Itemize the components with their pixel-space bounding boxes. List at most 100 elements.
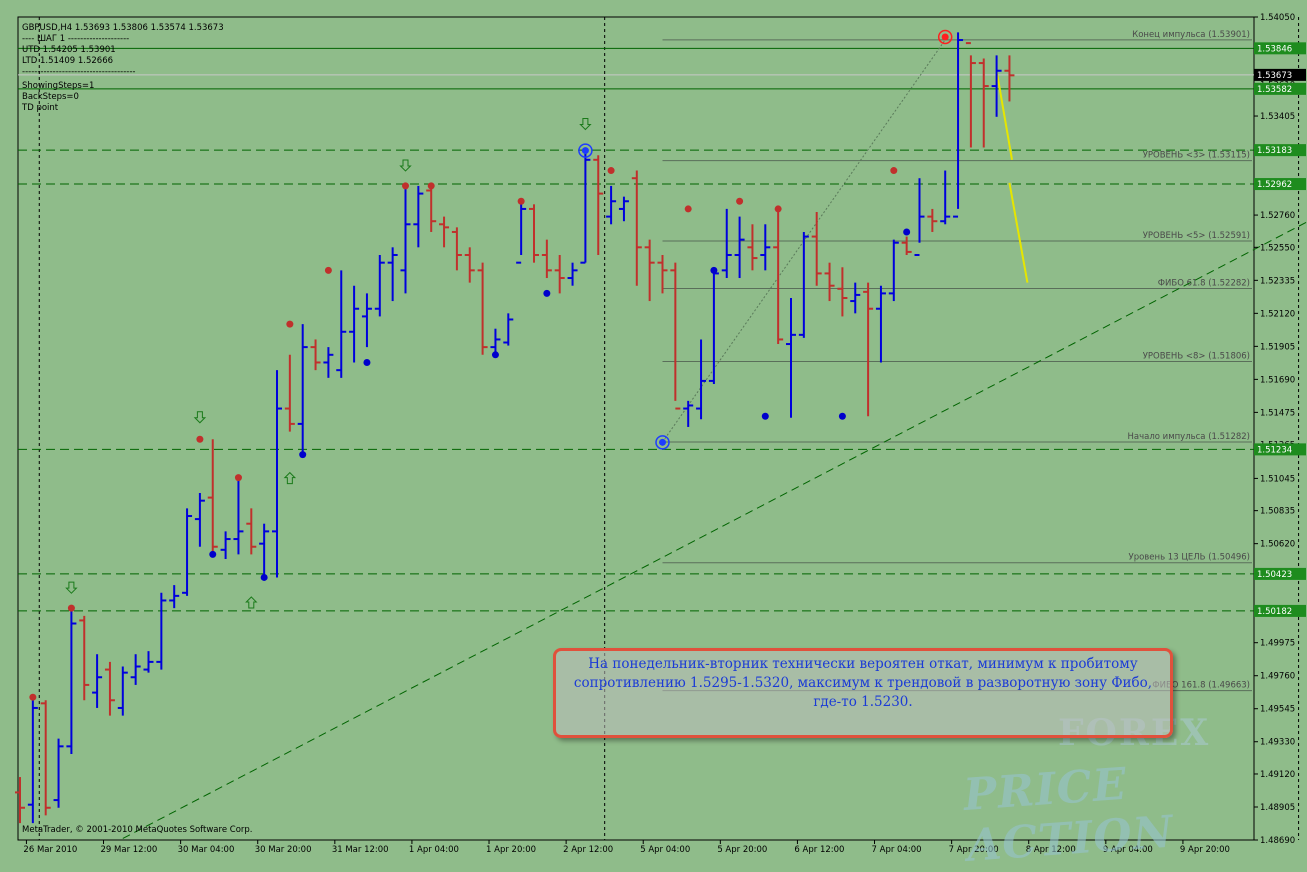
price-tag: [1254, 82, 1306, 95]
td-point: [543, 289, 551, 297]
price-tick-label: 1.49760: [1260, 672, 1295, 682]
td-point: [684, 205, 692, 213]
price-tag: [1254, 42, 1306, 55]
ohlc-bar: [361, 293, 372, 348]
time-tick-label: 31 Mar 12:00: [332, 845, 389, 855]
ohlc-bar: [683, 400, 694, 427]
ohlc-bar: [464, 247, 475, 283]
ohlc-bar: [349, 285, 360, 363]
arrow-up-icon: [245, 596, 258, 609]
price-tick-label: 1.52760: [1260, 211, 1295, 221]
price-tag-label: 1.50423: [1257, 570, 1292, 580]
td-point: [196, 435, 204, 443]
price-tag: [1254, 604, 1306, 617]
td-point: [209, 550, 217, 558]
price-tick-label: 1.50835: [1260, 507, 1295, 517]
ohlc-bar: [259, 523, 270, 578]
info-line-1: ---- ШАГ 1 --------------------: [22, 34, 129, 44]
info-line-5: ShowingSteps=1: [22, 81, 94, 91]
arrow-up-icon: [283, 471, 297, 485]
td-point: [491, 351, 499, 359]
td-point: [324, 266, 332, 274]
time-tick-label: 9 Apr 20:00: [1180, 845, 1230, 855]
td-point: [234, 474, 242, 482]
info-line-3: LTD 1.51409 1.52666: [22, 56, 113, 66]
ohlc-bar: [297, 324, 308, 455]
ohlc-bar: [888, 239, 899, 302]
price-tick-label: 1.51690: [1260, 375, 1295, 385]
ohlc-bar: [863, 282, 874, 417]
td-point: [710, 266, 718, 274]
price-tick-label: 1.53405: [1260, 112, 1295, 122]
fibo-level-label: Конец импульса (1.53901): [1132, 30, 1250, 40]
ohlc-bar: [953, 32, 964, 218]
price-tick-label: 1.50620: [1260, 540, 1295, 550]
td-point: [286, 320, 294, 328]
ohlc-bar: [721, 208, 732, 279]
ohlc-bar: [15, 777, 25, 824]
td-point: [67, 604, 75, 612]
ohlc-bar: [798, 231, 809, 338]
ohlc-bar: [246, 508, 257, 555]
td-point: [363, 358, 371, 366]
ohlc-bar: [1004, 55, 1015, 102]
fibo-level-label: УРОВЕНЬ <5> (1.52591): [1143, 231, 1250, 241]
price-tag: [1254, 443, 1306, 456]
ohlc-bar: [117, 666, 128, 716]
price-tick-label: 1.52550: [1260, 243, 1295, 253]
info-line-4: -------------------------------------: [22, 67, 135, 77]
ohlc-bar: [490, 328, 501, 355]
ohlc-bar: [593, 155, 604, 255]
symbol-header: GBPUSD,H4 1.53693 1.53806 1.53574 1.5367…: [22, 23, 224, 33]
fibo-level-label: ФИБО 161.8 (1.49663): [1152, 681, 1250, 691]
ohlc-bar: [850, 282, 861, 314]
ohlc-bar: [104, 661, 115, 716]
fibo-level-label: Начало импульса (1.51282): [1128, 432, 1251, 442]
circled-pivot: [578, 143, 593, 158]
price-tag-label: 1.53846: [1257, 44, 1292, 54]
analysis-note: На понедельник-вторник технически вероят…: [553, 648, 1173, 738]
ohlc-bar: [207, 439, 218, 555]
ohlc-bar: [606, 185, 617, 225]
circled-pivot-dot: [659, 438, 666, 446]
info-line-6: BackSteps=0: [22, 92, 79, 102]
circled-pivot: [655, 435, 670, 450]
ohlc-bar: [40, 700, 51, 816]
ohlc-bar: [194, 492, 205, 547]
ohlc-bar: [284, 354, 295, 432]
fibo-level-label: УРОВЕНЬ <8> (1.51806): [1143, 352, 1250, 362]
ohlc-bar: [554, 254, 565, 294]
td-point: [517, 197, 525, 205]
price-tick-label: 1.51475: [1260, 408, 1295, 418]
ohlc-bar: [837, 267, 848, 317]
price-tag: [1254, 178, 1306, 191]
ohlc-bar: [220, 531, 231, 560]
plot-frame: [17, 16, 1255, 841]
ohlc-bar: [991, 55, 1002, 117]
ohlc-bar: [169, 585, 180, 609]
ohlc-bar: [773, 208, 784, 345]
td-point: [903, 228, 911, 236]
ohlc-bar: [580, 147, 591, 264]
ohlc-bar: [760, 224, 771, 271]
ohlc-bar: [914, 178, 925, 256]
ohlc-bar: [901, 236, 912, 255]
ohlc-bar: [670, 262, 681, 410]
ohlc-bar: [516, 201, 527, 264]
price-tag: [1254, 68, 1306, 81]
ohlc-bar: [824, 262, 835, 302]
time-tick-label: 30 Mar 04:00: [178, 845, 235, 855]
td-point: [774, 205, 782, 213]
ohlc-bar: [631, 170, 642, 286]
time-tick-label: 5 Apr 04:00: [640, 845, 690, 855]
ohlc-bar: [978, 58, 989, 148]
ohlc-bar: [182, 508, 193, 596]
time-tick-label: 1 Apr 20:00: [486, 845, 536, 855]
time-tick-label: 29 Mar 12:00: [101, 845, 158, 855]
td-point: [736, 197, 744, 205]
time-tick-label: 9 Apr 04:00: [1103, 845, 1153, 855]
ohlc-bar: [927, 208, 938, 232]
ohlc-bar: [323, 347, 334, 378]
price-tag-label: 1.51234: [1257, 445, 1292, 455]
price-tag: [1254, 567, 1306, 580]
